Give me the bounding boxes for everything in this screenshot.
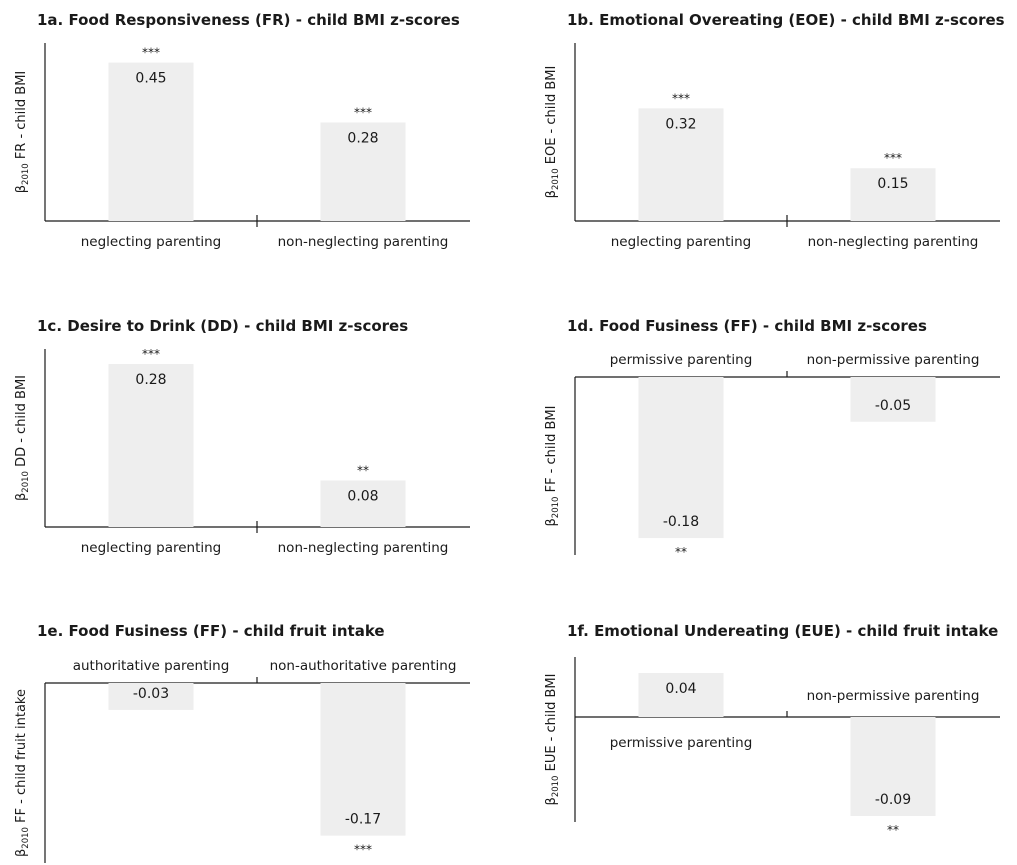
data-label-3-2: 0.08	[347, 488, 378, 504]
significance-4-1: **	[675, 545, 687, 559]
bar-2-2	[850, 168, 936, 221]
y-axis-label-1: β2010 FR - child BMI	[14, 71, 31, 194]
data-label-6-1: 0.04	[665, 681, 696, 697]
y-axis-label-2: β2010 EOE - child BMI	[544, 66, 561, 199]
chart-title-2: 1b. Emotional Overeating (EOE) - child B…	[567, 11, 1005, 29]
data-label-5-2: -0.17	[345, 812, 381, 828]
data-label-4-1: -0.18	[663, 514, 699, 530]
significance-1-1: ***	[142, 46, 160, 60]
bar-4-1	[638, 377, 724, 539]
bar-5-2	[320, 683, 406, 836]
category-label-3-1: neglecting parenting	[81, 540, 222, 556]
category-label-1-2: non-neglecting parenting	[278, 234, 449, 250]
bar-4-2	[850, 377, 936, 422]
data-label-1-2: 0.28	[347, 130, 378, 146]
bar-6-2	[850, 717, 936, 816]
category-label-6-1: permissive parenting	[610, 735, 753, 751]
data-label-5-1: -0.03	[133, 686, 169, 702]
category-label-4-1: permissive parenting	[610, 352, 753, 368]
significance-2-1: ***	[672, 91, 690, 105]
y-axis-label-5: β2010 FF - child fruit intake	[14, 689, 31, 857]
data-label-4-2: -0.05	[875, 398, 911, 414]
bar-1-1	[108, 62, 194, 221]
category-label-2-2: non-neglecting parenting	[808, 234, 979, 250]
category-label-4-2: non-permissive parenting	[807, 352, 980, 368]
data-label-3-1: 0.28	[135, 372, 166, 388]
significance-6-2: **	[887, 823, 899, 837]
chart-title-6: 1f. Emotional Undereating (EUE) - child …	[567, 622, 998, 640]
bar-2-1	[638, 108, 724, 221]
y-axis-label-4: β2010 FF - child BMI	[544, 406, 561, 527]
y-axis-label-6: β2010 EUE - child BMI	[544, 674, 561, 806]
bar-6-1	[638, 673, 724, 717]
data-label-2-2: 0.15	[877, 176, 908, 192]
significance-5-2: ***	[354, 843, 372, 857]
category-label-1-1: neglecting parenting	[81, 234, 222, 250]
category-label-5-2: non-authoritative parenting	[270, 658, 457, 674]
category-label-5-1: authoritative parenting	[73, 658, 230, 674]
data-label-1-1: 0.45	[135, 71, 166, 87]
bar-3-1	[108, 364, 194, 527]
chart-title-1: 1a. Food Responsiveness (FR) - child BMI…	[37, 11, 460, 29]
significance-1-2: ***	[354, 105, 372, 119]
significance-2-2: ***	[884, 151, 902, 165]
bar-1-2	[320, 122, 406, 221]
chart-title-3: 1c. Desire to Drink (DD) - child BMI z-s…	[37, 317, 408, 335]
category-label-6-2: non-permissive parenting	[807, 688, 980, 704]
category-label-3-2: non-neglecting parenting	[278, 540, 449, 556]
significance-3-1: ***	[142, 347, 160, 361]
chart-title-5: 1e. Food Fusiness (FF) - child fruit int…	[37, 622, 385, 640]
data-label-2-1: 0.32	[665, 116, 696, 132]
significance-3-2: **	[357, 463, 369, 477]
bar-3-2	[320, 480, 406, 527]
y-axis-label-3: β2010 DD - child BMI	[14, 375, 31, 501]
category-label-2-1: neglecting parenting	[611, 234, 752, 250]
chart-title-4: 1d. Food Fusiness (FF) - child BMI z-sco…	[567, 317, 927, 335]
data-label-6-2: -0.09	[875, 792, 911, 808]
bar-5-1	[108, 683, 194, 710]
